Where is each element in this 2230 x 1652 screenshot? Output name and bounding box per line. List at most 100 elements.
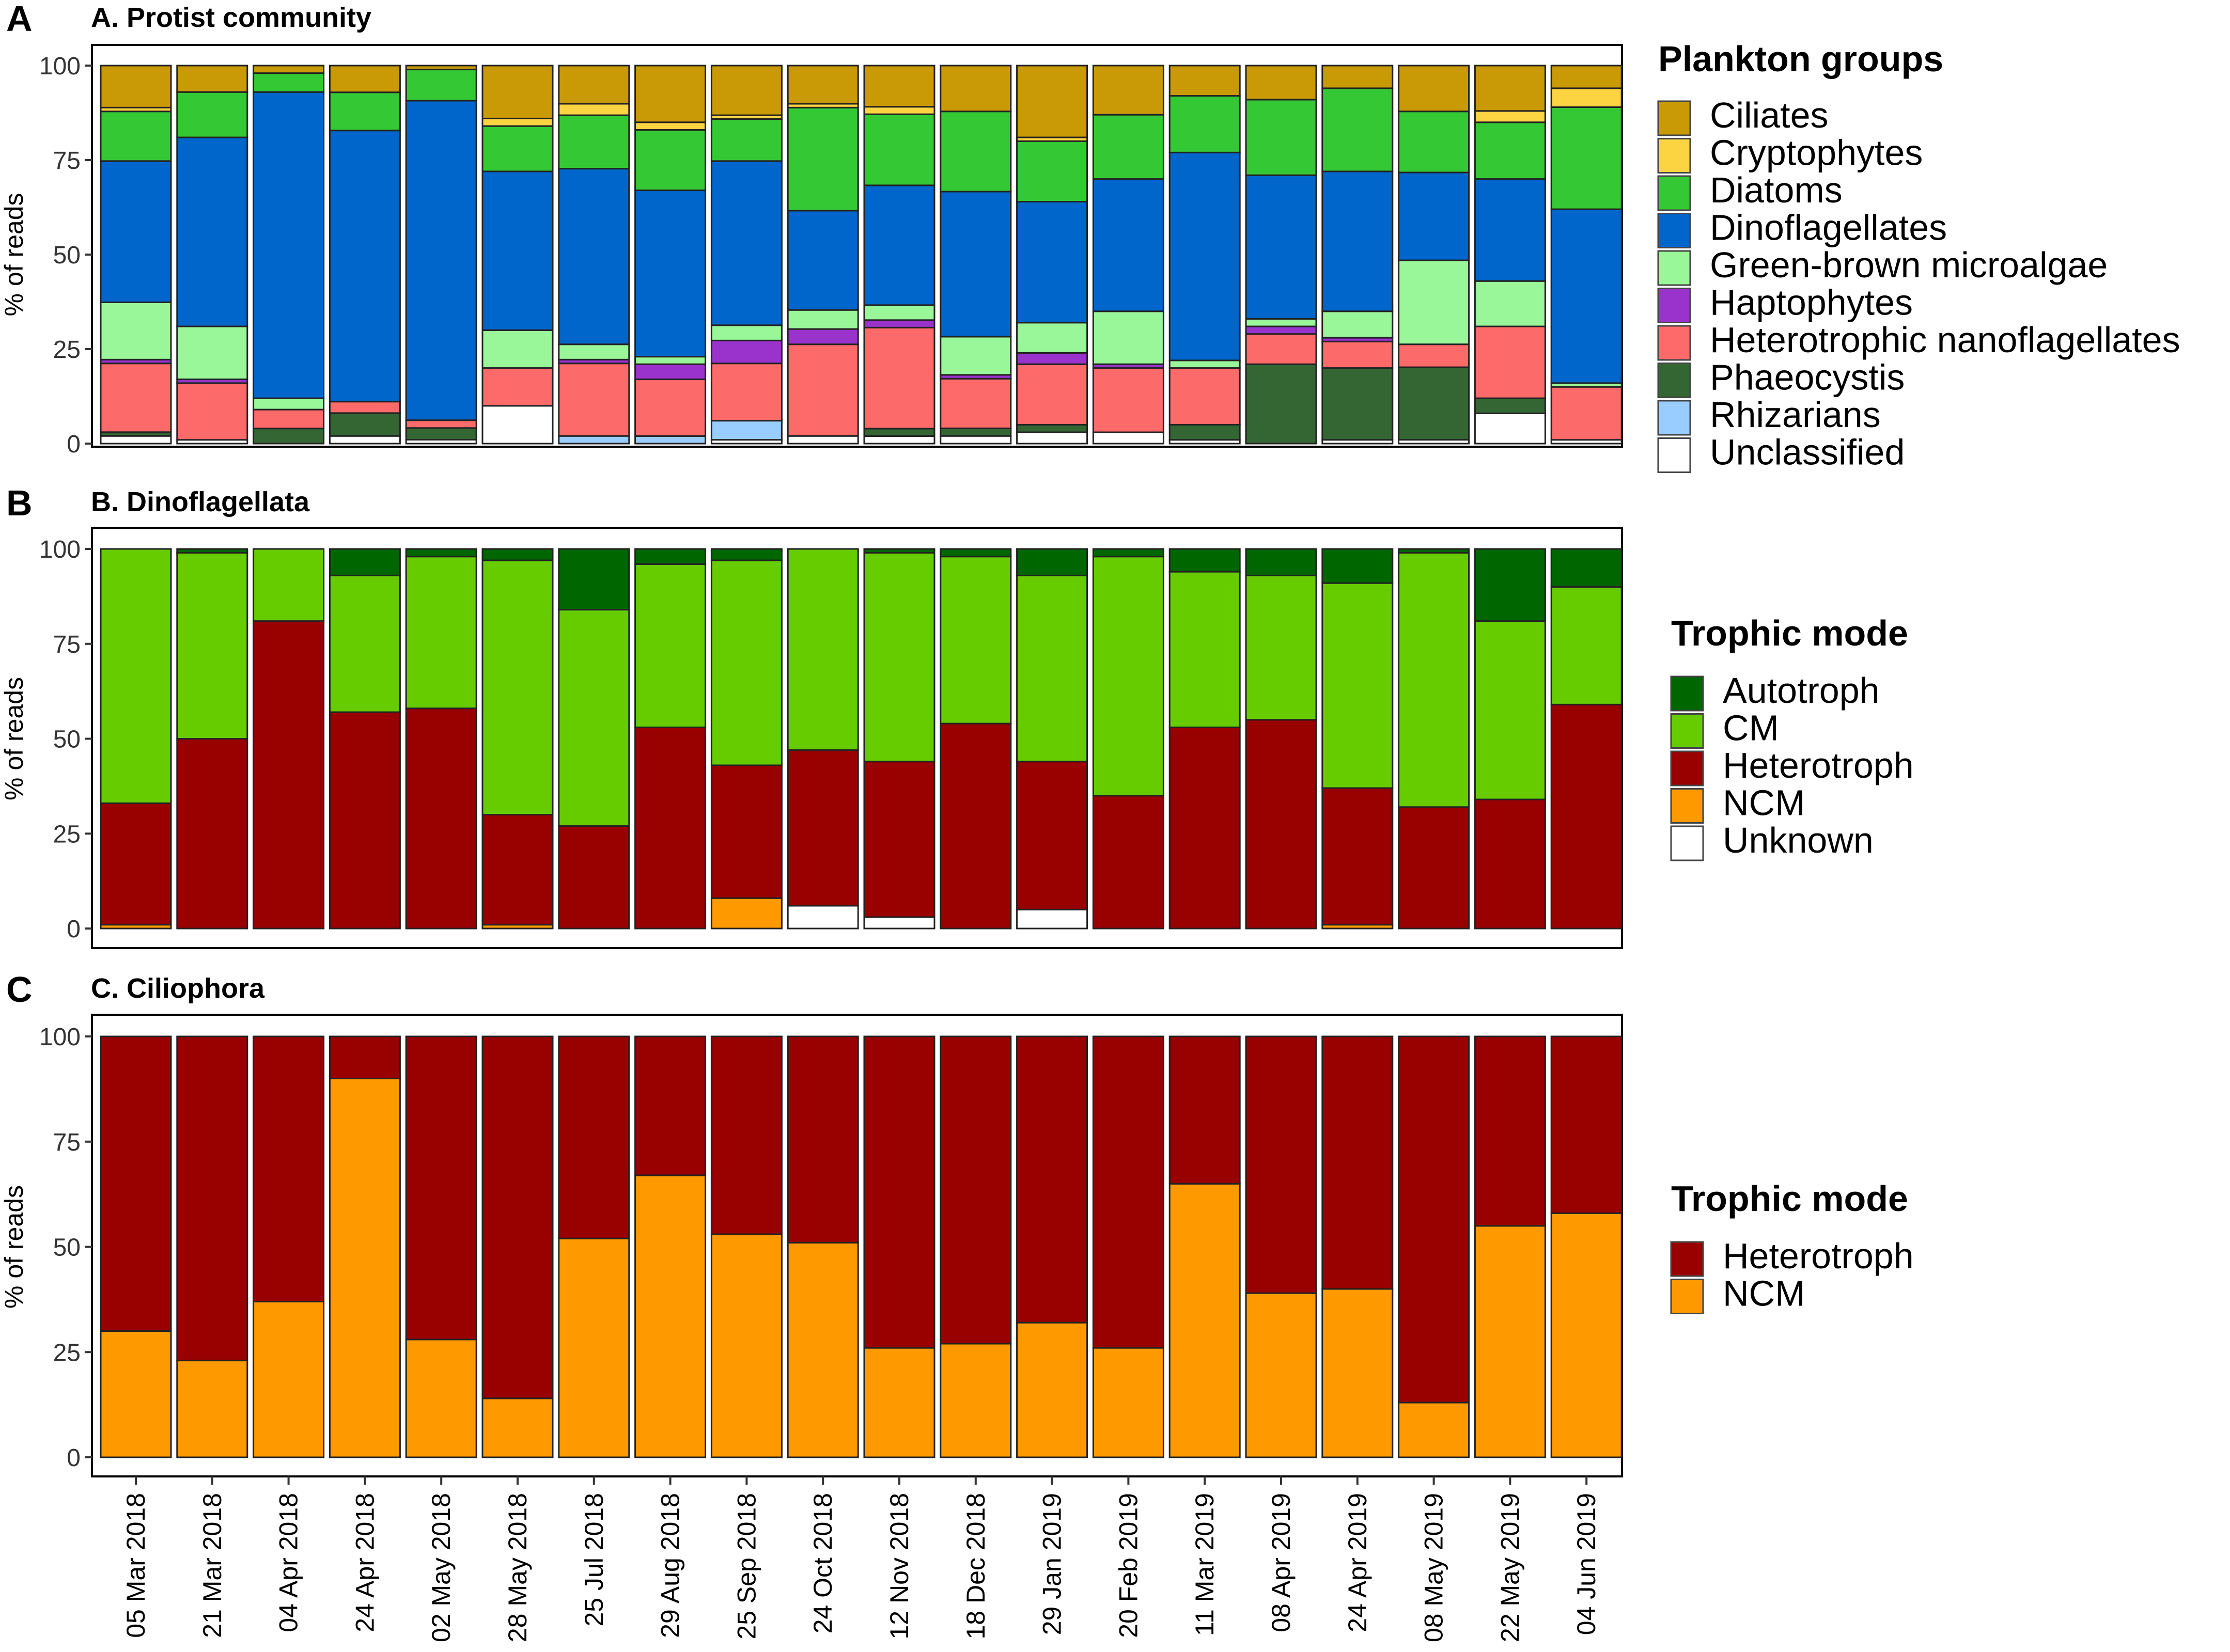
bar-segment — [863, 113, 935, 186]
bar-segment — [176, 65, 248, 93]
bar-segment — [1474, 620, 1546, 800]
bar-segment — [1092, 1035, 1164, 1349]
legend-label: Phaeocystis — [1710, 357, 1905, 398]
bar-segment — [1092, 310, 1164, 365]
bar-segment — [940, 111, 1012, 193]
bar-segment — [405, 1339, 477, 1458]
bar-segment — [787, 749, 859, 907]
bar-segment — [253, 620, 325, 930]
bar-segment — [863, 916, 935, 930]
bar-segment — [253, 65, 325, 74]
bar-segment — [329, 65, 401, 93]
y-tick-label: 100 — [39, 53, 81, 80]
bar-segment — [176, 552, 248, 740]
x-tick-label: 24 Apr 2019 — [1343, 1493, 1372, 1632]
y-tick-label: 0 — [67, 916, 81, 943]
bar-segment — [1168, 367, 1241, 426]
bar-segment — [1550, 703, 1623, 930]
bar-segment — [940, 1035, 1012, 1345]
bar-segment — [787, 106, 859, 212]
bar-segment — [634, 563, 707, 728]
bar-segment — [253, 72, 325, 93]
bar-segment — [558, 103, 630, 116]
bar-segment — [1245, 99, 1317, 176]
bar-segment — [405, 707, 477, 930]
legend-swatch — [1657, 213, 1691, 248]
bar-segment — [710, 1233, 783, 1458]
panel-letter: A — [6, 0, 33, 39]
x-tick-label: 29 Aug 2018 — [656, 1493, 685, 1638]
bar-segment — [863, 435, 935, 445]
bar-segment — [100, 301, 172, 360]
bar-segment — [634, 129, 707, 192]
bar-segment — [634, 363, 707, 381]
legend-title: Plankton groups — [1658, 39, 1943, 79]
bar-segment — [329, 435, 401, 445]
legend-label: Ciliates — [1710, 95, 1829, 135]
bar-segment — [1398, 366, 1470, 441]
bar-segment — [1321, 340, 1394, 369]
bar-segment — [863, 304, 935, 321]
bar-segment — [634, 435, 707, 445]
bar-segment — [1550, 87, 1623, 108]
bar-segment — [1016, 363, 1088, 426]
bar-segment — [558, 114, 630, 170]
bar-segment — [1474, 280, 1546, 327]
bar-segment — [481, 65, 554, 119]
bar-segment — [1016, 908, 1088, 930]
bar-segment — [176, 548, 248, 554]
y-tick-label: 100 — [39, 536, 81, 563]
bar-segment — [863, 319, 935, 328]
bar-segment — [1474, 397, 1546, 414]
bar-segment — [1474, 325, 1546, 399]
bar-segment — [940, 722, 1012, 930]
legend-swatch — [1657, 400, 1691, 436]
bar-segment — [863, 65, 935, 108]
bar-segment — [558, 363, 630, 437]
bar-segment — [100, 160, 172, 303]
bar-segment — [1168, 1183, 1241, 1458]
bar-segment — [634, 726, 707, 930]
bar-segment — [710, 118, 783, 162]
x-tick-label: 25 Jul 2018 — [580, 1493, 609, 1627]
bar-segment — [1321, 367, 1394, 441]
bar-segment — [710, 160, 783, 326]
legend-swatch — [1670, 713, 1704, 749]
legend-swatch — [1657, 363, 1691, 398]
bar-segment — [405, 69, 477, 102]
bar-segment — [558, 825, 630, 930]
panel-title: C. Ciliophora — [91, 973, 265, 1004]
bar-segment — [481, 170, 554, 331]
y-axis: 0 25 50 75 100 % of reads — [0, 53, 92, 458]
bar-segment — [1321, 65, 1394, 89]
y-tick-label: 0 — [67, 1444, 81, 1472]
bar-segment — [176, 325, 248, 381]
y-tick-label: 50 — [53, 726, 81, 753]
legend-label: Heterotrophic nanoflagellates — [1710, 320, 2180, 360]
bar-segment — [1474, 178, 1546, 282]
bar-segment — [1092, 548, 1164, 558]
bar-segment — [634, 548, 707, 565]
chart-panels: A A. Protist community 0 25 50 75 100 % of read… — [0, 0, 2180, 1477]
x-tick-label: 28 May 2018 — [503, 1493, 532, 1642]
bar-segment — [1474, 412, 1546, 445]
bar-segment — [1168, 548, 1241, 573]
bar-segment — [253, 1035, 325, 1302]
panel-a: A A. Protist community 0 25 50 75 100 % of read… — [0, 0, 2180, 473]
y-tick-label: 75 — [53, 631, 81, 658]
bar-segment — [634, 356, 707, 365]
bar-segment — [787, 343, 859, 437]
bar-segment — [863, 761, 935, 918]
bar-segment — [1092, 431, 1164, 445]
y-tick-label: 75 — [53, 147, 81, 175]
bar-segment — [787, 435, 859, 445]
legend-title: Trophic mode — [1671, 1178, 1908, 1219]
bar-segment — [1245, 363, 1317, 445]
x-tick-label: 22 May 2019 — [1495, 1493, 1524, 1642]
bar-segment — [1245, 333, 1317, 365]
bar-segment — [1168, 359, 1241, 369]
bar-segment — [176, 136, 248, 327]
panel-letter: B — [6, 483, 33, 523]
bar-segment — [1321, 787, 1394, 926]
